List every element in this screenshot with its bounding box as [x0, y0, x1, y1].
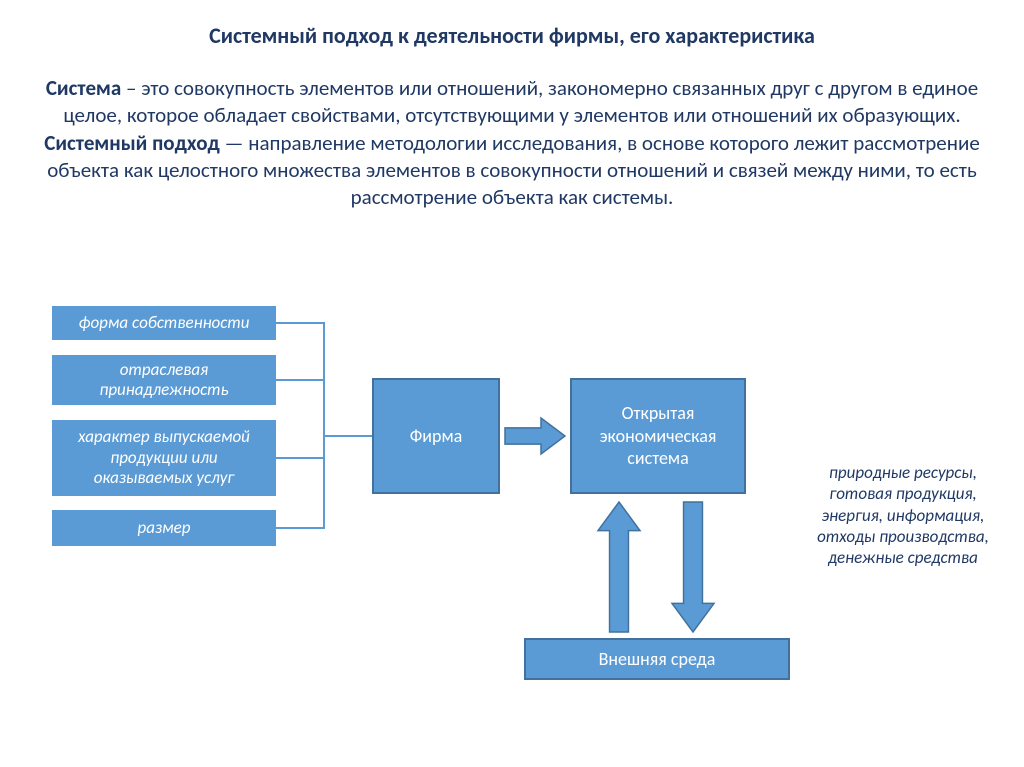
arrow-system-to-env: [672, 502, 714, 632]
arrow-firm-to-system: [505, 418, 565, 454]
attr-size: размер: [52, 510, 276, 546]
attr-product: характер выпускаемой продукции или оказы…: [52, 420, 276, 496]
connector-left-to-firm: [276, 319, 376, 532]
exchange-note: природные ресурсы, готовая продукция, эн…: [798, 462, 1008, 568]
attr-industry: отраслевая принадлежность: [52, 355, 276, 405]
definitions-paragraph: Система – это совокупность элементов или…: [0, 57, 1024, 211]
diagram-area: форма собственности отраслевая принадлеж…: [0, 300, 1024, 760]
attr-ownership: форма собственности: [52, 306, 276, 340]
box-firm: Фирма: [372, 378, 500, 494]
term-system: Система: [46, 75, 121, 101]
page-title: Системный подход к деятельности фирмы, е…: [0, 0, 1024, 57]
arrow-env-to-system: [598, 502, 640, 632]
box-environment: Внешняя среда: [524, 638, 790, 680]
box-open-system: Открытая экономическая система: [570, 378, 746, 494]
def-system: – это совокупность элементов или отношен…: [63, 75, 978, 128]
term-approach: Системный подход: [44, 130, 220, 156]
